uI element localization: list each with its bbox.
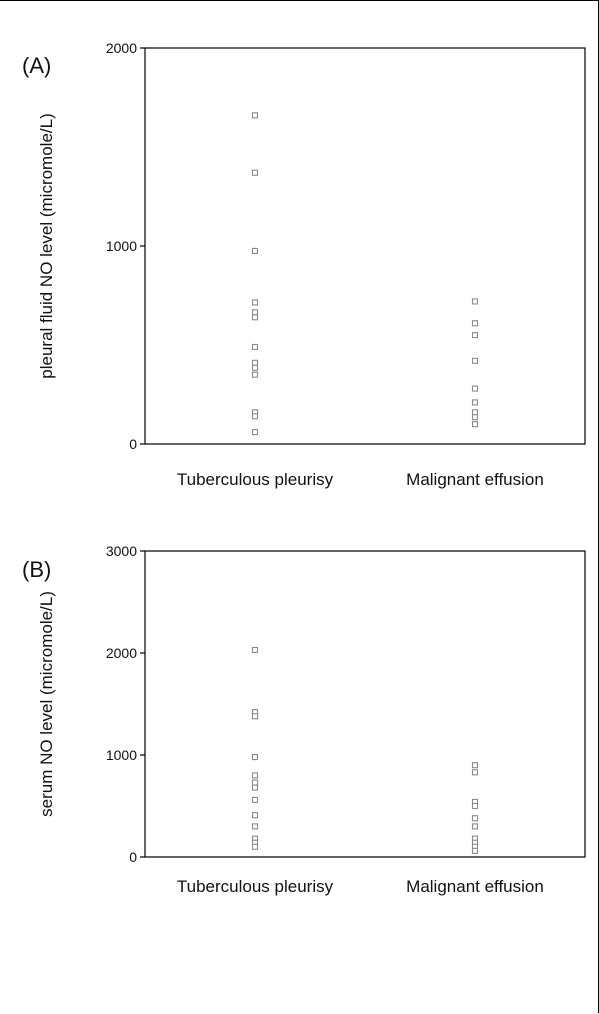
- y-tick-label: 2000: [106, 645, 137, 661]
- y-tick-label: 3000: [106, 543, 137, 559]
- data-point: [471, 414, 479, 421]
- chart-panel-b: (B) 0 1000 2000 3000 serum NO level (micromol…: [22, 543, 586, 896]
- plot-frame: [144, 47, 586, 445]
- data-point: [251, 779, 259, 786]
- data-point: [251, 247, 259, 254]
- data-point: [251, 812, 259, 819]
- data-point: [251, 823, 259, 830]
- data-point: [251, 364, 259, 371]
- data-point: [471, 409, 479, 416]
- data-point: [251, 299, 259, 306]
- data-point: [471, 802, 479, 810]
- y-axis-title: pleural fluid NO level (micromole/L): [37, 113, 56, 378]
- data-point: [251, 796, 259, 803]
- y-tick-label: 1000: [106, 238, 137, 254]
- panel-label: (A): [22, 53, 51, 78]
- data-point: [471, 815, 479, 822]
- data-point: [251, 429, 259, 436]
- x-category-label: Malignant effusion: [406, 470, 544, 489]
- data-point: [251, 314, 259, 321]
- y-tick-label: 0: [129, 436, 137, 452]
- y-axis-title: serum NO level (micromole/L): [37, 591, 56, 817]
- chart-panel-a: (A) 0 1000 2000 pleural fluid NO level (micr…: [22, 40, 586, 489]
- data-point: [471, 332, 479, 339]
- data-point: [251, 784, 259, 791]
- y-tick-label: 2000: [106, 40, 137, 56]
- x-category-label: Malignant effusion: [406, 877, 544, 896]
- data-point: [251, 772, 259, 779]
- data-point: [471, 847, 479, 854]
- data-point: [251, 343, 259, 351]
- plot-frame: [144, 550, 586, 858]
- data-point: [251, 112, 259, 119]
- y-tick-label: 0: [129, 849, 137, 865]
- panel-label: (B): [22, 557, 51, 582]
- data-point: [251, 169, 259, 176]
- data-point: [251, 713, 259, 720]
- data-point: [471, 421, 479, 428]
- data-point: [471, 399, 479, 406]
- data-point: [251, 359, 259, 366]
- y-tick-label: 1000: [106, 747, 137, 763]
- data-point: [251, 413, 259, 420]
- data-point: [251, 371, 259, 378]
- data-point: [471, 823, 479, 830]
- data-point: [471, 357, 479, 364]
- data-point: [251, 646, 259, 653]
- data-point: [251, 843, 259, 850]
- data-point: [471, 320, 479, 327]
- data-point: [471, 385, 479, 392]
- x-category-label: Tuberculous pleurisy: [177, 470, 334, 489]
- data-point: [471, 769, 479, 776]
- data-point: [471, 762, 479, 769]
- x-category-label: Tuberculous pleurisy: [177, 877, 334, 896]
- data-point: [471, 298, 479, 305]
- data-point: [251, 309, 259, 316]
- data-point: [251, 753, 259, 761]
